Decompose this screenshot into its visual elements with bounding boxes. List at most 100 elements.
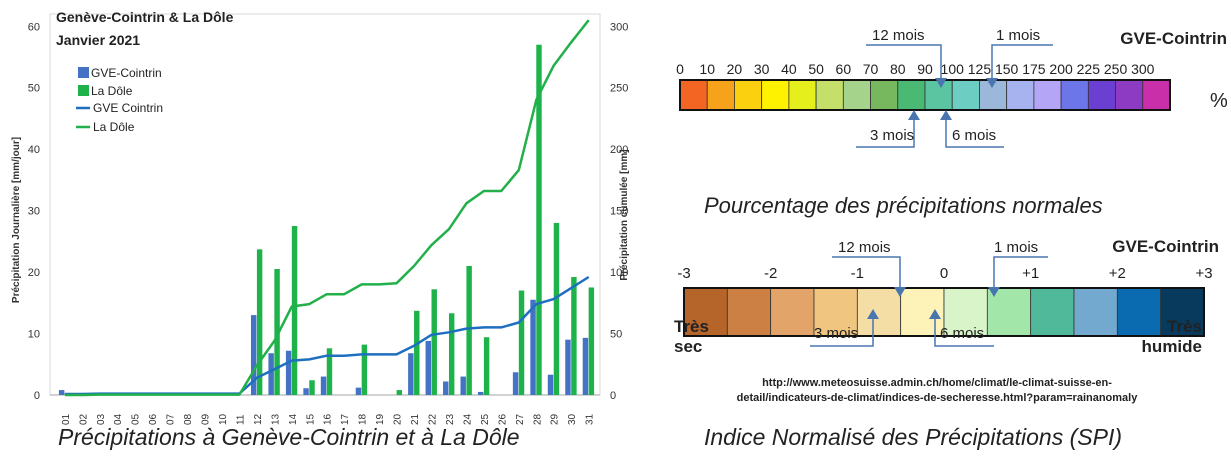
percent-color-cell <box>1006 79 1035 111</box>
spi-color-cell <box>1030 287 1075 337</box>
percent-tick-label: 125 <box>968 61 992 77</box>
percent-color-cell <box>924 79 953 111</box>
bar-la-dole <box>256 249 263 395</box>
percent-tick-label: 70 <box>863 61 879 77</box>
percent-color-cell <box>1060 79 1089 111</box>
legend-label-dole-bar: La Dôle <box>91 84 133 98</box>
x-tick-label: 09 <box>201 413 212 425</box>
x-tick-label: 27 <box>515 413 526 425</box>
bar-la-dole <box>518 290 525 395</box>
marker-12-mois-spi: 12 mois <box>832 239 906 297</box>
percent-tick-label: 200 <box>1049 61 1073 77</box>
bar-gve-cointrin <box>547 374 554 395</box>
spi-left-label-1: Très <box>674 317 709 336</box>
x-tick-label: 07 <box>166 413 177 425</box>
marker-1-mois-percent: 1 mois <box>986 27 1053 88</box>
percent-tick-label: 100 <box>941 61 965 77</box>
y-tick-label: 60 <box>28 21 40 33</box>
marker-label: 3 mois <box>870 127 914 144</box>
spi-tick-label: -2 <box>764 265 777 282</box>
percent-color-cell <box>815 79 844 111</box>
bar-gve-cointrin <box>355 387 362 395</box>
x-tick-label: 24 <box>462 413 473 425</box>
spi-tick-labels: -3 -2 -1 0 +1 +2 +3 <box>677 265 1212 282</box>
x-tick-label: 12 <box>253 413 264 425</box>
y2-tick-label: 300 <box>610 21 628 33</box>
bar-la-dole <box>536 44 542 396</box>
bar-la-dole <box>274 269 280 395</box>
percent-color-cell <box>734 79 763 111</box>
bar-gve-cointrin <box>425 340 432 395</box>
marker-3-mois-spi: 3 mois <box>810 309 879 347</box>
x-tick-label: 23 <box>445 413 456 425</box>
bar-la-dole <box>466 265 472 395</box>
marker-label: 12 mois <box>838 239 891 256</box>
chart-legend: GVE-Cointrin La Dôle GVE Cointrin La Dôl… <box>76 66 163 134</box>
bar-gve-cointrin <box>530 299 536 395</box>
x-tick-label: 02 <box>78 413 89 425</box>
bar-gve-cointrin <box>460 376 466 395</box>
x-tick-label: 29 <box>550 413 561 425</box>
percent-color-cell <box>842 79 871 111</box>
percent-color-cell <box>761 79 790 111</box>
percent-bar-border <box>679 79 1171 111</box>
y-tick-label: 0 <box>34 390 40 402</box>
percent-tick-label: 10 <box>699 61 715 77</box>
percent-scale: 0 10 20 30 40 50 60 70 80 90 100 125 150 175 200 225 250… <box>676 27 1228 148</box>
percent-color-cell <box>951 79 980 111</box>
legend-label-dole-line: La Dôle <box>93 120 135 134</box>
percent-tick-label: 20 <box>727 61 743 77</box>
percent-tick-label: 0 <box>676 61 684 77</box>
y2-tick-label: 0 <box>610 390 616 402</box>
x-tick-label: 11 <box>235 414 246 425</box>
bar-la-dole <box>309 380 315 395</box>
x-tick-label: 10 <box>218 413 229 425</box>
legend-swatch-gve-bar <box>78 67 89 78</box>
percent-color-cell <box>679 79 708 111</box>
spi-tick-label: -3 <box>677 265 690 282</box>
source-url-line-1: http://www.meteosuisse.admin.ch/home/cli… <box>762 377 1112 389</box>
chart-bars <box>58 44 595 396</box>
x-tick-label: 31 <box>585 413 596 425</box>
percent-tick-label: 50 <box>808 61 824 77</box>
bar-gve-cointrin <box>565 339 571 395</box>
spi-right-label-1: Très <box>1167 317 1202 336</box>
percent-color-bar <box>679 79 1171 111</box>
marker-label: 12 mois <box>872 27 925 44</box>
spi-bar-border <box>683 287 1205 337</box>
spi-color-cell <box>1116 287 1162 337</box>
marker-label: 6 mois <box>940 325 984 342</box>
x-tick-label: 15 <box>305 413 316 425</box>
bar-la-dole <box>326 348 333 395</box>
chart-title: Genève-Cointrin & La Dôle <box>56 9 234 25</box>
marker-6-mois-spi: 6 mois <box>929 309 994 347</box>
bar-la-dole <box>361 344 368 395</box>
bar-gve-cointrin <box>582 337 589 395</box>
marker-label: 3 mois <box>814 325 858 342</box>
bar-gve-cointrin <box>303 388 309 395</box>
marker-6-mois-percent: 6 mois <box>940 110 1004 148</box>
x-tick-label: 22 <box>428 413 439 425</box>
spi-color-cell <box>943 287 988 337</box>
spi-station-label: GVE-Cointrin <box>1112 237 1219 256</box>
bar-gve-cointrin <box>512 372 519 395</box>
source-url[interactable]: http://www.meteosuisse.admin.ch/home/cli… <box>652 376 1222 406</box>
bar-gve-cointrin <box>58 390 65 395</box>
x-tick-label: 26 <box>497 413 508 425</box>
percent-tick-label: 40 <box>781 61 797 77</box>
x-tick-label: 14 <box>288 413 299 425</box>
x-tick-label: 13 <box>270 413 281 425</box>
bar-gve-cointrin <box>250 315 257 395</box>
bar-gve-cointrin <box>320 376 327 395</box>
y2-tick-label: 250 <box>610 83 628 95</box>
spi-tick-label: -1 <box>851 265 864 282</box>
percent-tick-label: 250 <box>1104 61 1128 77</box>
legend-label-gve-bar: GVE-Cointrin <box>91 66 162 80</box>
x-tick-label: 18 <box>358 413 369 425</box>
percent-color-cell <box>1142 79 1171 111</box>
percent-color-cell <box>788 79 817 111</box>
spi-tick-label: +3 <box>1195 265 1212 282</box>
bar-gve-cointrin <box>268 353 274 395</box>
bar-la-dole <box>291 226 298 395</box>
